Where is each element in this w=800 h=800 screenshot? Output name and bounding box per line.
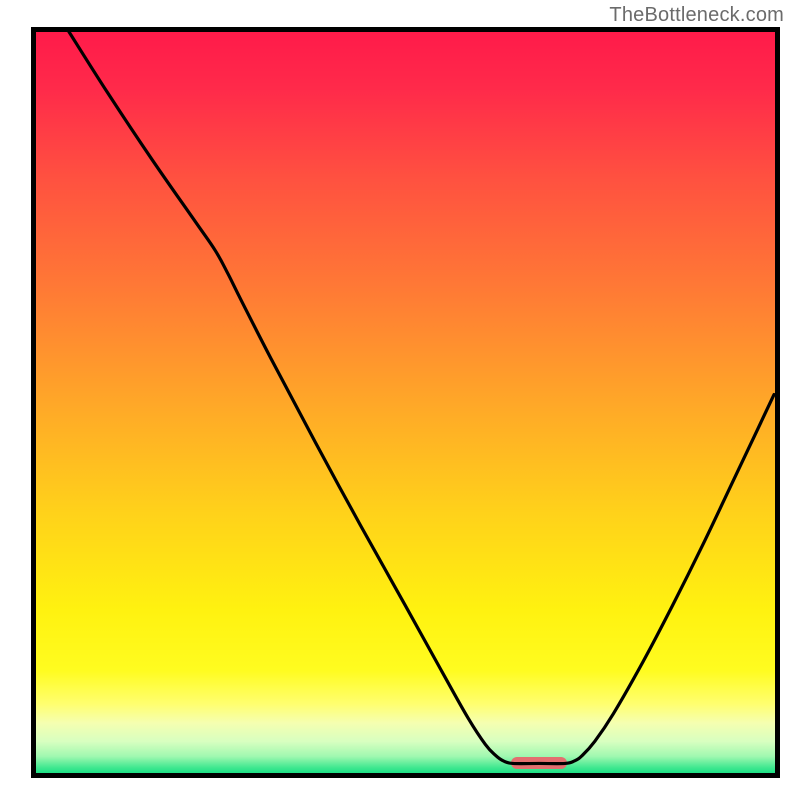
watermark-text: TheBottleneck.com <box>609 4 784 27</box>
chart-axes-frame <box>31 27 780 778</box>
